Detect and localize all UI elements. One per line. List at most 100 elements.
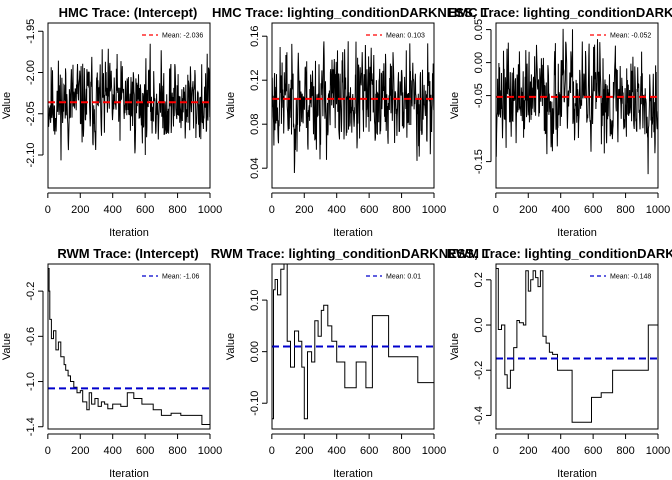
trace-panel-2: 0 200 400 600 800 1000 0.04 0.08 0.12 0.16 Iterati… (212, 5, 488, 239)
x-tick-label: 400 (104, 445, 122, 457)
y-tick-label: 0.16 (249, 25, 261, 46)
x-tick-label: 1000 (422, 445, 446, 457)
x-axis-label: Iteration (109, 227, 149, 239)
chart-title: RWM Trace: (Intercept) (57, 246, 198, 261)
legend-entry: Mean: -0.052 (610, 33, 651, 40)
trace-series-line (496, 268, 658, 423)
x-tick-label: 200 (71, 445, 89, 457)
trace-series-line (48, 268, 210, 425)
y-tick-label: -0.6 (25, 327, 37, 346)
x-tick-label: 0 (493, 204, 499, 216)
y-tick-label: -2.00 (25, 60, 37, 85)
x-tick-label: 400 (552, 445, 570, 457)
x-axis-label: Iteration (333, 227, 373, 239)
chart-title: HMC Trace: lighting_conditionDARKNESS, L (448, 5, 672, 20)
x-tick-label: 400 (552, 204, 570, 216)
chart-title: RWM Trace: lighting_conditionDARKNESS, L (211, 246, 490, 261)
y-axis-label: Value (449, 92, 461, 119)
trace-panel-5: 0 200 400 600 800 1000 -0.10 0.00 0.10 Iteration V… (211, 246, 490, 480)
x-tick-label: 0 (493, 445, 499, 457)
trace-panel-1: 0 200 400 600 800 1000 -1.95 -2.00 -2.05 -2.10 Ite… (1, 5, 222, 239)
plot-frame (271, 22, 435, 189)
trace-series-line (48, 43, 210, 161)
legend: Mean: 0.01 (366, 274, 421, 281)
x-tick-label: 800 (616, 445, 634, 457)
y-tick-label: -1.4 (25, 417, 37, 436)
legend: Mean: 0.103 (366, 33, 425, 40)
y-tick-label: -0.2 (473, 361, 485, 380)
trace-panel-4: 0 200 400 600 800 1000 -0.2 -0.6 -1.0 -1.4 Iterati… (1, 246, 222, 480)
x-tick-label: 600 (584, 445, 602, 457)
x-axis-label: Iteration (557, 468, 597, 480)
legend-entry: Mean: 0.103 (386, 33, 425, 40)
x-axis-label: Iteration (333, 468, 373, 480)
x-tick-label: 600 (136, 204, 154, 216)
trace-series-line (496, 28, 658, 175)
x-tick-label: 800 (168, 445, 186, 457)
legend: Mean: -0.148 (590, 274, 651, 281)
x-tick-label: 400 (104, 204, 122, 216)
x-tick-label: 600 (360, 445, 378, 457)
y-tick-label: -2.05 (25, 101, 37, 126)
y-tick-label: -0.4 (473, 406, 485, 425)
y-tick-label: -1.0 (25, 372, 37, 391)
x-tick-label: 0 (269, 204, 275, 216)
y-tick-label: 0.12 (249, 69, 261, 90)
x-tick-label: 200 (295, 204, 313, 216)
plot-frame (47, 263, 211, 430)
legend-entry: Mean: 0.01 (386, 274, 421, 281)
x-tick-label: 1000 (198, 445, 222, 457)
legend: Mean: -1.06 (142, 274, 199, 281)
y-tick-label: -0.10 (249, 391, 261, 416)
y-axis-label: Value (449, 333, 461, 360)
plot-frame (47, 22, 211, 189)
x-tick-label: 600 (136, 445, 154, 457)
x-tick-label: 200 (519, 445, 537, 457)
y-tick-label: -2.10 (25, 142, 37, 167)
legend: Mean: -2.036 (142, 33, 203, 40)
x-tick-label: 400 (328, 445, 346, 457)
y-tick-label: 0.2 (473, 272, 485, 287)
x-tick-label: 600 (584, 204, 602, 216)
y-axis-label: Value (225, 333, 237, 360)
y-tick-label: -0.05 (473, 83, 485, 108)
trace-panel-6: 0 200 400 600 800 1000 -0.4 -0.2 0.0 0.2 Iteration… (447, 246, 672, 480)
x-tick-label: 800 (616, 204, 634, 216)
x-tick-label: 800 (392, 445, 410, 457)
y-tick-label: -0.15 (473, 149, 485, 174)
legend: Mean: -0.052 (590, 33, 651, 40)
x-tick-label: 200 (71, 204, 89, 216)
trace-series-line (272, 41, 434, 174)
plot-frame (495, 263, 659, 430)
x-tick-label: 1000 (422, 204, 446, 216)
y-tick-label: 0.04 (249, 157, 261, 178)
plot-frame (271, 263, 435, 430)
y-tick-label: 0.00 (473, 52, 485, 73)
chart-title: HMC Trace: (Intercept) (59, 5, 198, 20)
legend-entry: Mean: -2.036 (162, 33, 203, 40)
y-tick-label: -1.95 (25, 19, 37, 44)
x-tick-label: 200 (295, 445, 313, 457)
x-axis-label: Iteration (557, 227, 597, 239)
plot-frame (495, 22, 659, 189)
x-tick-label: 600 (360, 204, 378, 216)
y-axis-label: Value (1, 333, 13, 360)
y-tick-label: -0.2 (25, 282, 37, 301)
x-tick-label: 0 (269, 445, 275, 457)
trace-panel-3: 0 200 400 600 800 1000 -0.15 -0.05 0.00 0.05 Itera… (448, 5, 672, 239)
y-axis-label: Value (1, 92, 13, 119)
x-tick-label: 1000 (646, 204, 670, 216)
legend-entry: Mean: -0.148 (610, 274, 651, 281)
x-axis-label: Iteration (109, 468, 149, 480)
y-axis-label: Value (225, 92, 237, 119)
x-tick-label: 1000 (198, 204, 222, 216)
x-tick-label: 1000 (646, 445, 670, 457)
x-tick-label: 0 (45, 204, 51, 216)
legend-entry: Mean: -1.06 (162, 274, 199, 281)
x-tick-label: 200 (519, 204, 537, 216)
y-tick-label: 0.00 (249, 341, 261, 362)
x-tick-label: 400 (328, 204, 346, 216)
x-tick-label: 800 (392, 204, 410, 216)
